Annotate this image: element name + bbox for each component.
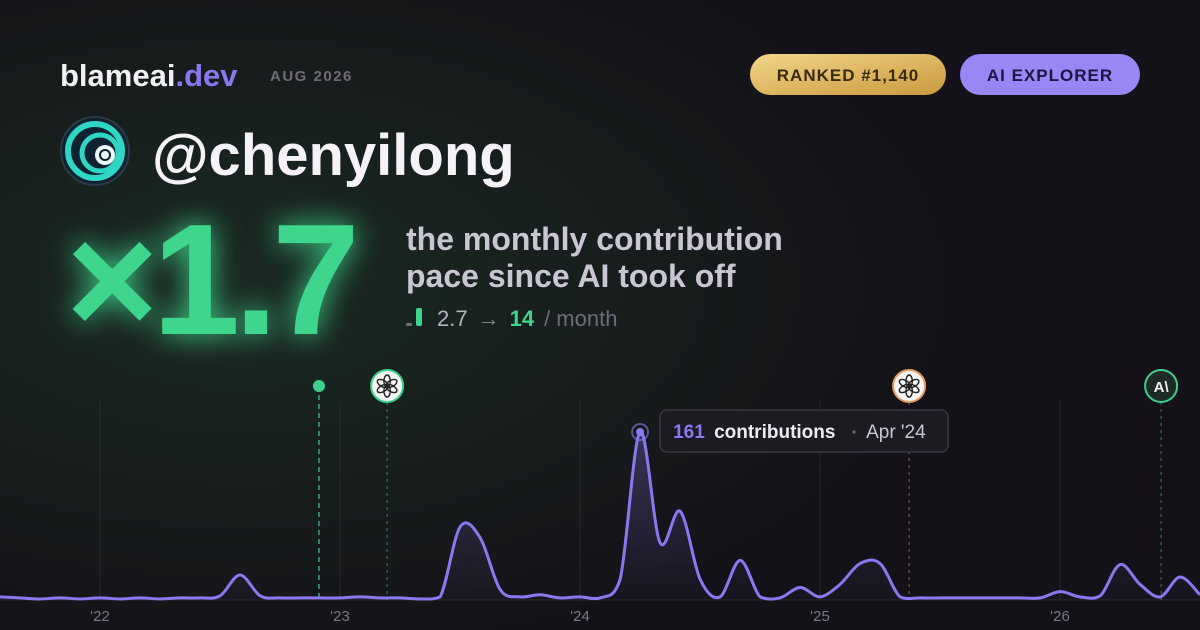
peak-ring xyxy=(631,423,650,441)
tooltip xyxy=(659,409,949,453)
event-marker xyxy=(892,369,927,600)
pace: 2.7 → 14 / month xyxy=(437,306,617,331)
pace-unit: / month xyxy=(544,306,617,331)
date: AUG 2026 xyxy=(270,68,353,85)
pace-icon xyxy=(406,308,422,326)
handle: @chenyilong xyxy=(152,123,515,188)
x-tick-label: '24 xyxy=(570,608,590,625)
event-marker xyxy=(312,380,325,600)
pace-after: 14 xyxy=(510,306,535,331)
rank-badge xyxy=(750,54,946,95)
rank-text: RANKED #1,140 xyxy=(777,66,919,85)
brand-name: blameai xyxy=(60,58,175,93)
line xyxy=(0,430,1200,601)
pace-arrow: → xyxy=(478,306,500,331)
x-tick-label: '23 xyxy=(330,608,350,625)
pace-before: 2.7 xyxy=(437,306,468,331)
tooltip-separator xyxy=(852,430,856,434)
avatar xyxy=(60,116,130,186)
event-marker xyxy=(370,369,405,600)
tier-badge xyxy=(960,54,1140,95)
tagline-line: the monthly contribution xyxy=(406,221,783,257)
x-tick-label: '26 xyxy=(1050,608,1070,625)
peak-point xyxy=(636,428,645,436)
multiplier: ×1.7 xyxy=(66,192,354,368)
tooltip-unit: contributions xyxy=(714,422,835,443)
brand-tld: .dev xyxy=(175,58,238,93)
event-icon-petal xyxy=(898,378,911,389)
tooltip-value: 161 xyxy=(673,422,705,443)
event-marker: A\ xyxy=(1144,369,1179,600)
event-badge xyxy=(370,369,405,403)
tooltip-date: Apr '24 xyxy=(866,422,926,443)
event-dot xyxy=(312,380,325,392)
brand: blameai.dev xyxy=(60,58,238,93)
x-tick-label: '25 xyxy=(810,608,830,625)
x-tick-label: '22 xyxy=(90,608,110,625)
tier-text: AI EXPLORER xyxy=(987,66,1113,85)
event-badge xyxy=(1144,369,1179,403)
tagline-line: pace since AI took off xyxy=(406,258,736,294)
event-badge xyxy=(892,369,927,403)
event-label: A\ xyxy=(1154,379,1170,396)
contribution-chart: '22 '23 '24 '25 '26 A\ 161 contributions Apr '24 xyxy=(0,369,1200,625)
event-icon-petal xyxy=(376,378,389,389)
